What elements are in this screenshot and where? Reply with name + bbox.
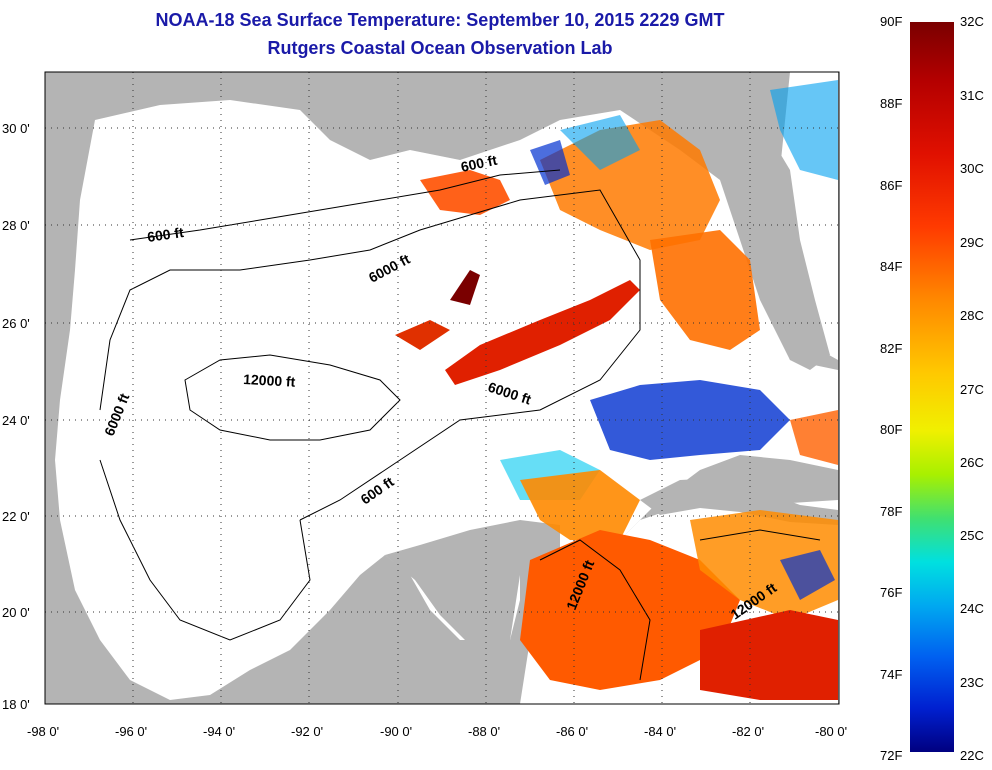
lon-tick-label: -84 0' bbox=[644, 724, 676, 739]
colorbar-c-label: 27C bbox=[960, 382, 984, 397]
longitude-axis: -98 0' -96 0' -94 0' -92 0' -90 0' -88 0… bbox=[27, 724, 847, 739]
florida-land bbox=[700, 120, 830, 370]
lon-tick-label: -92 0' bbox=[291, 724, 323, 739]
colorbar-f-label: 90F bbox=[880, 14, 903, 29]
lat-tick-label: 28 0' bbox=[2, 218, 30, 233]
colorbar-c-label: 32C bbox=[960, 14, 984, 29]
colorbar-f-label: 74F bbox=[880, 667, 903, 682]
contour-label: 12000 ft bbox=[243, 371, 296, 390]
lat-tick-label: 30 0' bbox=[2, 121, 30, 136]
colorbar-c-label: 28C bbox=[960, 308, 984, 323]
map-subtitle: Rutgers Coastal Ocean Observation Lab bbox=[267, 38, 613, 58]
colorbar-f-label: 82F bbox=[880, 341, 903, 356]
colorbar-c-label: 23C bbox=[960, 675, 984, 690]
graticule bbox=[45, 72, 839, 704]
colorbar-c-label: 22C bbox=[960, 748, 984, 763]
lon-tick-label: -88 0' bbox=[468, 724, 500, 739]
cuba-land bbox=[640, 478, 838, 525]
colorbar-f-label: 84F bbox=[880, 259, 903, 274]
lat-tick-label: 24 0' bbox=[2, 413, 30, 428]
lat-tick-label: 18 0' bbox=[2, 697, 30, 712]
colorbar-f-label: 72F bbox=[880, 748, 903, 763]
colorbar-c-label: 29C bbox=[960, 235, 984, 250]
map-frame bbox=[44, 71, 840, 705]
sst-data bbox=[395, 80, 838, 700]
colorbar-c-label: 30C bbox=[960, 161, 984, 176]
colorbar-f-label: 78F bbox=[880, 504, 903, 519]
map-title: NOAA-18 Sea Surface Temperature: Septemb… bbox=[155, 10, 725, 30]
colorbar-c-label: 26C bbox=[960, 455, 984, 470]
lon-tick-label: -86 0' bbox=[556, 724, 588, 739]
colorbar-c-label: 24C bbox=[960, 601, 984, 616]
colorbar-f-label: 80F bbox=[880, 422, 903, 437]
temperature-colorbar bbox=[910, 22, 954, 752]
lon-tick-label: -96 0' bbox=[115, 724, 147, 739]
colorbar-c-label: 25C bbox=[960, 528, 984, 543]
lat-tick-label: 26 0' bbox=[2, 316, 30, 331]
colorbar-f-label: 88F bbox=[880, 96, 903, 111]
contour-label: 600 ft bbox=[146, 224, 185, 245]
yucatan-land bbox=[385, 520, 560, 645]
lon-tick-label: -94 0' bbox=[203, 724, 235, 739]
colorbar-c-label: 31C bbox=[960, 88, 984, 103]
colorbar-f-label: 76F bbox=[880, 585, 903, 600]
lat-tick-label: 20 0' bbox=[2, 605, 30, 620]
lat-tick-label: 22 0' bbox=[2, 509, 30, 524]
contour-label: 600 ft bbox=[459, 152, 498, 175]
gulf-water bbox=[55, 100, 838, 700]
lon-tick-label: -90 0' bbox=[380, 724, 412, 739]
latitude-axis: 30 0' 28 0' 26 0' 24 0' 22 0' 20 0' 18 0… bbox=[2, 121, 30, 712]
colorbar-f-label: 86F bbox=[880, 178, 903, 193]
lon-tick-label: -80 0' bbox=[815, 724, 847, 739]
bathymetry-contours bbox=[99, 169, 821, 681]
lon-tick-label: -82 0' bbox=[732, 724, 764, 739]
lon-tick-label: -98 0' bbox=[27, 724, 59, 739]
